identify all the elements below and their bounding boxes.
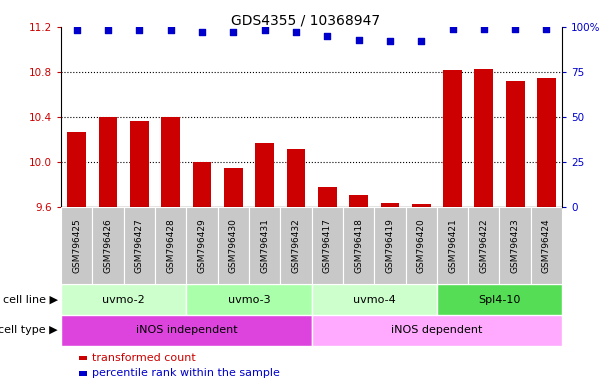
Bar [61, 284, 186, 315]
Bar [406, 207, 437, 284]
Text: uvmo-3: uvmo-3 [228, 295, 270, 305]
Text: GSM796426: GSM796426 [104, 218, 112, 273]
Bar [255, 143, 274, 207]
Bar [500, 207, 531, 284]
Text: GSM796430: GSM796430 [229, 218, 238, 273]
Text: iNOS dependent: iNOS dependent [391, 325, 483, 335]
Bar [130, 121, 149, 207]
Text: cell line ▶: cell line ▶ [3, 295, 58, 305]
Text: uvmo-4: uvmo-4 [353, 295, 395, 305]
Point [416, 38, 426, 45]
Bar [412, 204, 431, 207]
Bar [318, 187, 337, 207]
Point [166, 27, 175, 33]
Bar [155, 207, 186, 284]
Text: GSM796432: GSM796432 [291, 218, 301, 273]
Text: transformed count: transformed count [92, 353, 196, 363]
Bar [468, 207, 500, 284]
Text: cell type ▶: cell type ▶ [0, 325, 58, 335]
Bar [349, 195, 368, 207]
Bar [437, 207, 468, 284]
Bar [186, 207, 218, 284]
Text: GSM796423: GSM796423 [511, 218, 519, 273]
Bar [280, 207, 312, 284]
Text: percentile rank within the sample: percentile rank within the sample [92, 368, 279, 378]
Text: GDS4355 / 10368947: GDS4355 / 10368947 [231, 13, 380, 27]
Text: GSM796427: GSM796427 [135, 218, 144, 273]
Bar [312, 284, 437, 315]
Text: GSM796422: GSM796422 [480, 218, 488, 273]
Bar [443, 70, 462, 207]
Point [385, 38, 395, 45]
Text: uvmo-2: uvmo-2 [103, 295, 145, 305]
Point [354, 36, 364, 43]
Text: Spl4-10: Spl4-10 [478, 295, 521, 305]
Point [197, 29, 207, 35]
Bar [61, 315, 312, 346]
Bar [506, 81, 524, 207]
Point [479, 26, 489, 32]
Point [134, 27, 144, 33]
Text: GSM796419: GSM796419 [386, 218, 394, 273]
Bar [218, 207, 249, 284]
Point [510, 26, 520, 32]
Point [72, 27, 82, 33]
Bar [381, 203, 400, 207]
Point [260, 27, 269, 33]
Point [541, 26, 551, 32]
Bar [537, 78, 556, 207]
Text: GSM796421: GSM796421 [448, 218, 457, 273]
Text: GSM796428: GSM796428 [166, 218, 175, 273]
Bar [287, 149, 306, 207]
Text: GSM796418: GSM796418 [354, 218, 363, 273]
Point [229, 29, 238, 35]
Text: GSM796431: GSM796431 [260, 218, 269, 273]
Bar [92, 207, 123, 284]
Text: GSM796420: GSM796420 [417, 218, 426, 273]
Bar [224, 168, 243, 207]
Text: GSM796417: GSM796417 [323, 218, 332, 273]
Bar [186, 284, 312, 315]
Bar [123, 207, 155, 284]
Bar [312, 207, 343, 284]
Bar [312, 315, 562, 346]
Bar [192, 162, 211, 207]
Point [448, 26, 458, 32]
Bar [343, 207, 375, 284]
Point [103, 27, 113, 33]
Text: GSM796424: GSM796424 [542, 218, 551, 273]
Text: GSM796429: GSM796429 [197, 218, 207, 273]
Bar [437, 284, 562, 315]
Point [291, 29, 301, 35]
Bar [67, 132, 86, 207]
Bar [161, 117, 180, 207]
Bar [374, 207, 406, 284]
Bar [475, 69, 493, 207]
Point [323, 33, 332, 39]
Text: iNOS independent: iNOS independent [136, 325, 237, 335]
Bar [61, 207, 92, 284]
Bar [249, 207, 280, 284]
Text: GSM796425: GSM796425 [72, 218, 81, 273]
Bar [531, 207, 562, 284]
Bar [99, 117, 117, 207]
